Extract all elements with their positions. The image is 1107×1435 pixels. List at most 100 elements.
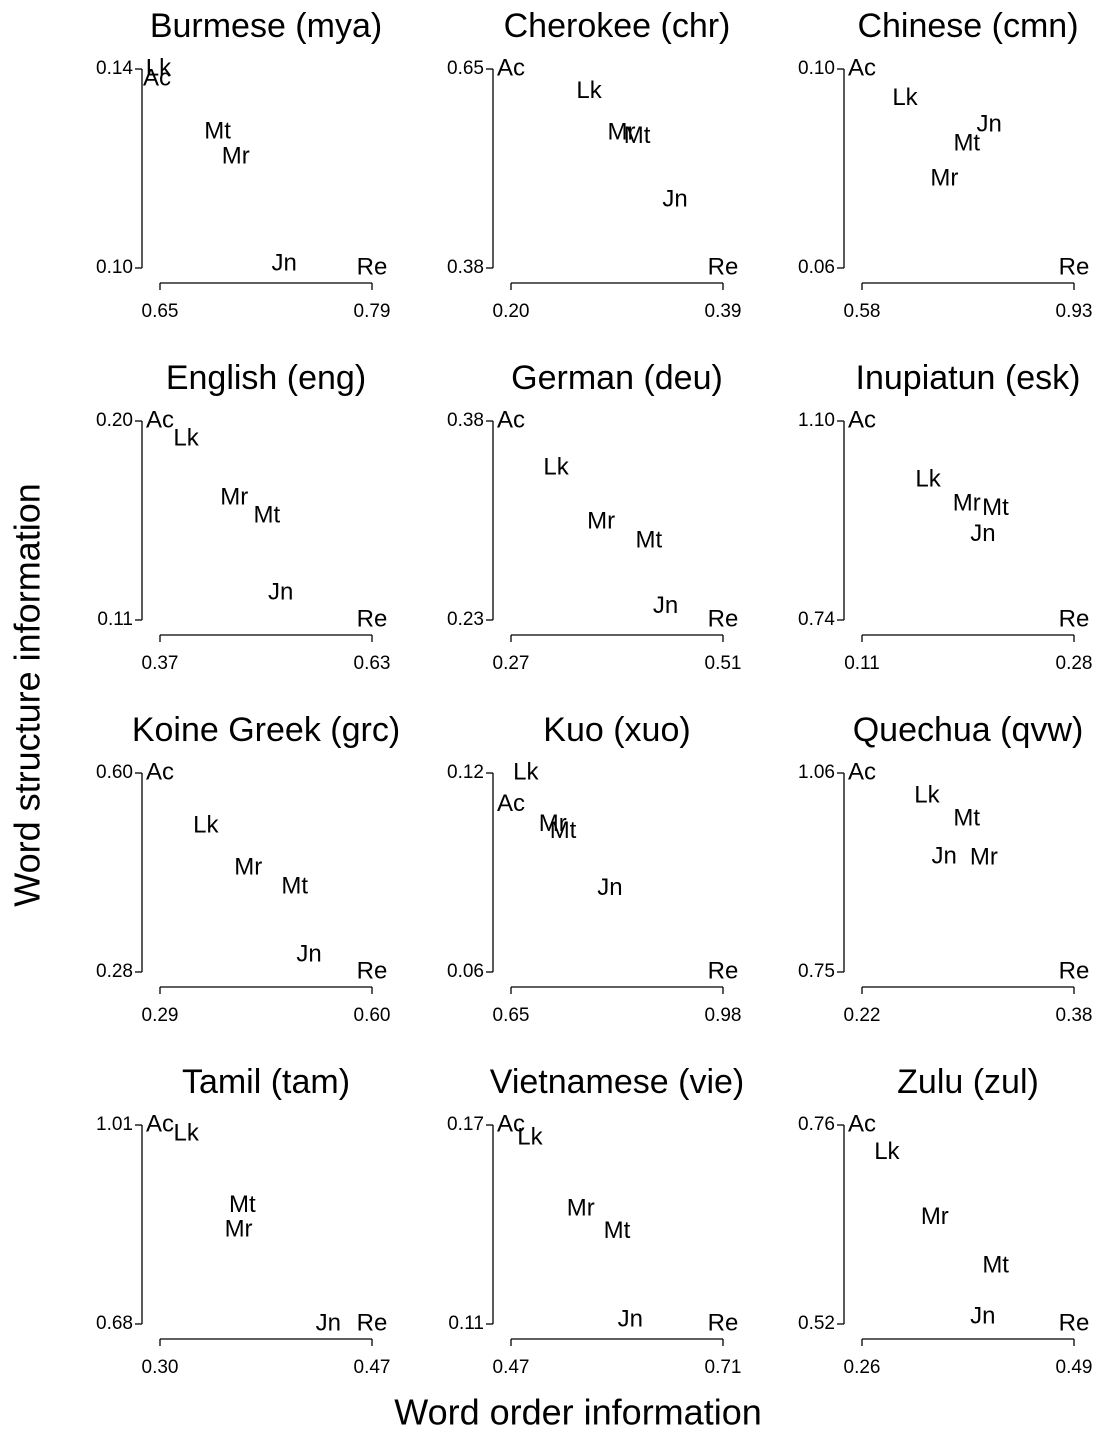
panel-title: Vietnamese (vie) <box>490 1063 745 1101</box>
point-label: Mr <box>220 483 248 510</box>
x-tick-label: 0.37 <box>142 653 179 674</box>
x-tick-label: 0.51 <box>705 653 742 674</box>
x-tick-label: 0.65 <box>142 301 179 322</box>
y-tick-label: 0.38 <box>447 410 484 431</box>
point-label: Re <box>357 253 388 280</box>
x-tick-label: 0.38 <box>1056 1005 1093 1026</box>
x-tick-label: 0.65 <box>493 1005 530 1026</box>
point-label: Re <box>708 605 739 632</box>
x-tick-label: 0.27 <box>493 653 530 674</box>
x-tick-label: 0.79 <box>354 301 391 322</box>
x-axis-label: Word order information <box>394 1392 762 1433</box>
point-label: Lk <box>173 424 199 451</box>
point-label: Ac <box>497 1110 525 1137</box>
x-tick-label: 0.47 <box>493 1357 530 1378</box>
panel-title: Chinese (cmn) <box>857 7 1078 45</box>
point-label: Mr <box>225 1215 253 1242</box>
point-label: Re <box>708 1309 739 1336</box>
y-tick-label: 1.10 <box>798 410 835 431</box>
x-tick-label: 0.47 <box>354 1357 391 1378</box>
point-label: Mr <box>567 1194 595 1221</box>
point-label: Ac <box>497 406 525 433</box>
point-label: Ac <box>146 406 174 433</box>
point-label: Lk <box>892 84 918 111</box>
y-tick-label: 0.12 <box>447 762 484 783</box>
x-tick-label: 0.29 <box>142 1005 179 1026</box>
point-label: Re <box>357 957 388 984</box>
point-label: Mr <box>921 1203 949 1230</box>
y-axis-label: Word structure information <box>7 483 48 907</box>
point-label: Jn <box>268 578 293 605</box>
point-label: Mt <box>953 805 980 832</box>
y-tick-label: 1.06 <box>798 762 835 783</box>
point-label: Re <box>708 957 739 984</box>
point-label: Mt <box>624 122 651 149</box>
point-label: Mt <box>550 817 577 844</box>
y-tick-label: 0.10 <box>96 257 133 278</box>
y-tick-label: 0.38 <box>447 257 484 278</box>
point-label: Mr <box>234 853 262 880</box>
y-tick-label: 0.76 <box>798 1114 835 1135</box>
y-tick-label: 0.11 <box>97 609 133 630</box>
point-label: Mt <box>604 1217 631 1244</box>
point-label: Mt <box>982 1251 1009 1278</box>
panel-title: Cherokee (chr) <box>504 7 731 45</box>
panel-title: German (deu) <box>511 359 723 397</box>
point-label: Jn <box>618 1306 643 1333</box>
point-label: Mt <box>982 494 1009 521</box>
y-tick-label: 0.60 <box>96 762 133 783</box>
x-tick-label: 0.60 <box>354 1005 391 1026</box>
y-tick-label: 0.52 <box>798 1313 835 1334</box>
y-tick-label: 0.74 <box>798 609 835 630</box>
point-label: Lk <box>874 1138 900 1165</box>
point-label: Re <box>708 253 739 280</box>
y-tick-label: 0.75 <box>798 961 835 982</box>
point-label: Re <box>1059 957 1090 984</box>
x-tick-label: 0.11 <box>844 653 880 674</box>
point-label: Lk <box>146 54 172 81</box>
point-label: Lk <box>193 811 219 838</box>
point-label: Re <box>1059 605 1090 632</box>
point-label: Mt <box>253 501 280 528</box>
point-label: Re <box>357 605 388 632</box>
point-label: Ac <box>146 1110 174 1137</box>
point-label: Ac <box>497 54 525 81</box>
x-tick-label: 0.39 <box>705 301 742 322</box>
point-label: Lk <box>576 77 602 104</box>
point-label: Jn <box>970 520 995 547</box>
x-tick-label: 0.30 <box>142 1357 179 1378</box>
point-label: Jn <box>977 111 1002 138</box>
point-label: Jn <box>931 842 956 869</box>
point-label: Lk <box>914 781 940 808</box>
y-tick-label: 0.06 <box>798 257 835 278</box>
point-label: Mr <box>587 507 615 534</box>
point-label: Mr <box>970 844 998 871</box>
y-tick-label: 0.11 <box>448 1313 484 1334</box>
x-tick-label: 0.28 <box>1056 653 1093 674</box>
point-label: Mt <box>204 118 231 145</box>
y-tick-label: 0.28 <box>96 961 133 982</box>
point-label: Mr <box>953 489 981 516</box>
point-label: Ac <box>497 790 525 817</box>
point-label: Lk <box>915 465 941 492</box>
point-label: Ac <box>848 1110 876 1137</box>
point-label: Jn <box>662 186 687 213</box>
point-label: Mr <box>539 810 567 837</box>
y-tick-label: 0.14 <box>96 58 133 79</box>
x-tick-label: 0.93 <box>1056 301 1093 322</box>
panel-title: Tamil (tam) <box>182 1063 350 1101</box>
point-label: Ac <box>848 54 876 81</box>
panel-title: English (eng) <box>166 359 366 397</box>
y-tick-label: 0.10 <box>798 58 835 79</box>
point-label: Lk <box>543 453 569 480</box>
x-tick-label: 0.26 <box>844 1357 881 1378</box>
y-tick-label: 0.06 <box>447 961 484 982</box>
panel-title: Quechua (qvw) <box>853 711 1084 749</box>
point-label: Jn <box>970 1303 995 1330</box>
point-label: Re <box>357 1309 388 1336</box>
panel-title: Koine Greek (grc) <box>132 711 400 749</box>
point-label: Jn <box>271 249 296 276</box>
point-label: Mr <box>930 164 958 191</box>
point-label: Mt <box>281 872 308 899</box>
